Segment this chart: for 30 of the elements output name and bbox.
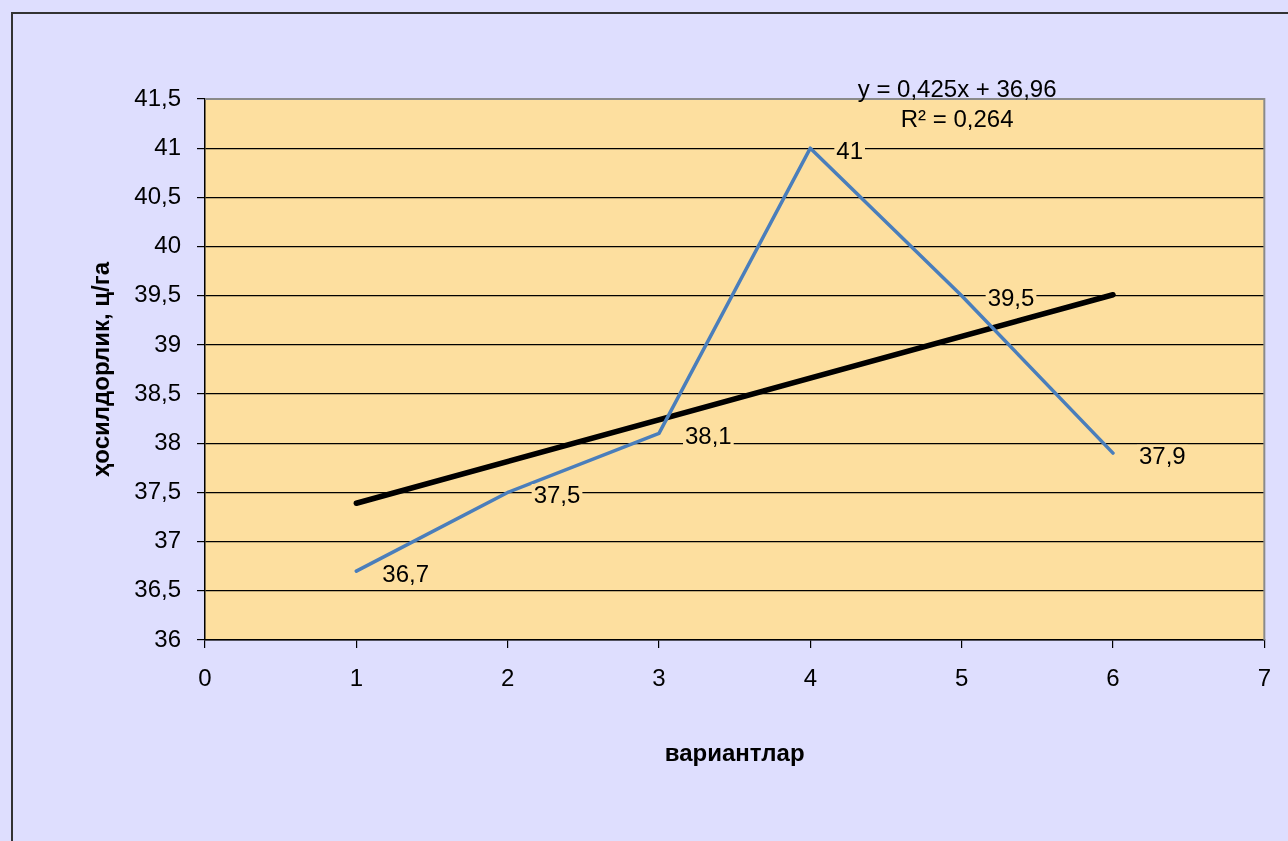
- y-tick-label: 36: [154, 624, 181, 652]
- y-tick-label: 37: [154, 526, 181, 554]
- x-tick-label: 4: [803, 664, 818, 692]
- y-tick-label: 38: [154, 427, 181, 455]
- annotation: y = 0,425x + 36,96: [857, 74, 1057, 102]
- data-label: 41: [836, 136, 864, 164]
- y-tick-label: 39: [154, 329, 181, 357]
- x-tick-label: 0: [198, 664, 212, 692]
- x-tick-label: 2: [500, 664, 515, 692]
- x-axis-title: вариантлар: [664, 739, 805, 767]
- data-label: 36,7: [382, 559, 430, 587]
- y-tick-label: 36,5: [134, 575, 181, 603]
- y-tick-label: 39,5: [134, 280, 181, 308]
- data-label: 37,9: [1138, 441, 1186, 469]
- y-tick-label: 40: [154, 231, 181, 259]
- x-tick-label: 5: [954, 664, 969, 692]
- y-tick-label: 38,5: [134, 378, 181, 406]
- x-tick-label: 6: [1106, 664, 1120, 692]
- annotation: R² = 0,264: [900, 104, 1014, 132]
- x-tick-label: 3: [652, 664, 666, 692]
- data-label: 37,5: [533, 481, 581, 509]
- y-tick-label: 37,5: [134, 477, 181, 505]
- x-tick-label: 7: [1257, 664, 1272, 692]
- y-axis-title: ҳосилдорлик, ц/га: [87, 261, 115, 478]
- data-label: 38,1: [685, 422, 732, 450]
- data-label: 39,5: [987, 284, 1035, 312]
- y-tick-label: 41: [154, 132, 181, 160]
- x-tick-label: 1: [349, 664, 364, 692]
- y-tick-label: 40,5: [134, 181, 181, 209]
- y-tick-label: 41,5: [134, 83, 181, 111]
